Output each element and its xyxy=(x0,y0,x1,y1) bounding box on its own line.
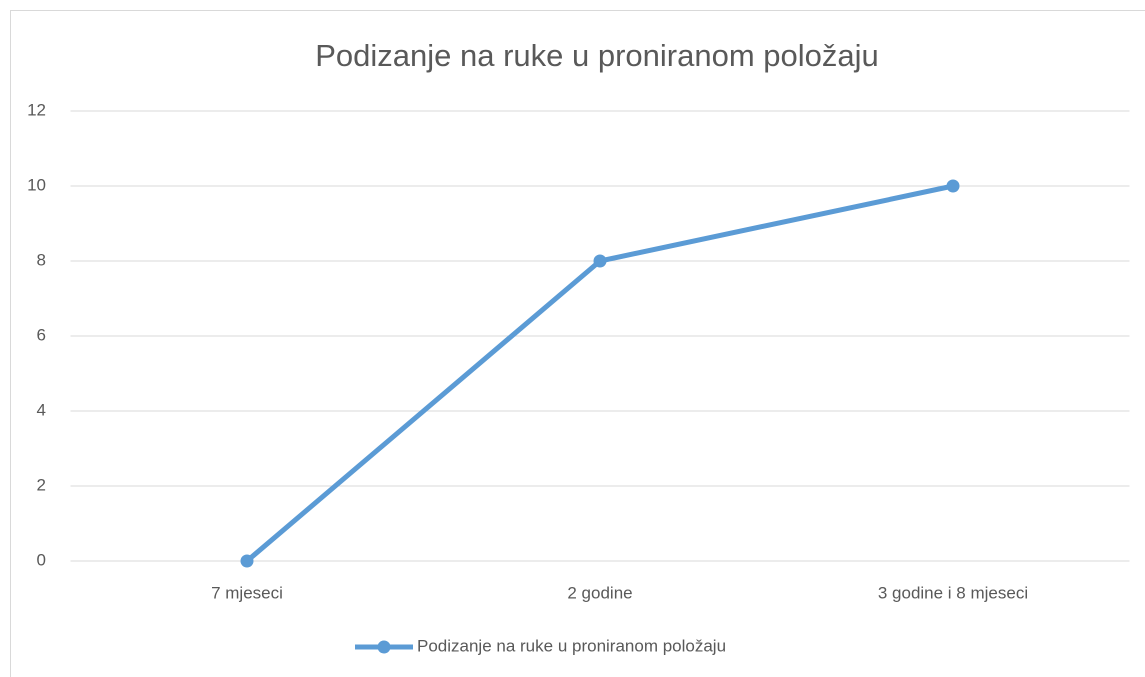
x-tick-label: 2 godine xyxy=(567,583,632,602)
y-tick-label: 0 xyxy=(37,550,46,569)
y-tick-label: 8 xyxy=(37,250,46,269)
y-tick-label: 10 xyxy=(27,175,46,194)
data-point xyxy=(946,179,960,193)
data-point xyxy=(593,254,607,268)
x-tick-label: 3 godine i 8 mjeseci xyxy=(878,583,1028,602)
data-point xyxy=(240,554,254,568)
legend-label: Podizanje na ruke u proniranom položaju xyxy=(417,636,726,655)
y-tick-label: 4 xyxy=(37,400,46,419)
chart-frame xyxy=(10,10,1145,677)
x-tick-label: 7 mjeseci xyxy=(211,583,283,602)
y-tick-label: 6 xyxy=(37,325,46,344)
y-tick-label: 12 xyxy=(27,100,46,119)
legend-marker xyxy=(377,640,391,654)
y-tick-label: 2 xyxy=(37,475,46,494)
chart-title: Podizanje na ruke u proniranom položaju xyxy=(315,38,879,73)
